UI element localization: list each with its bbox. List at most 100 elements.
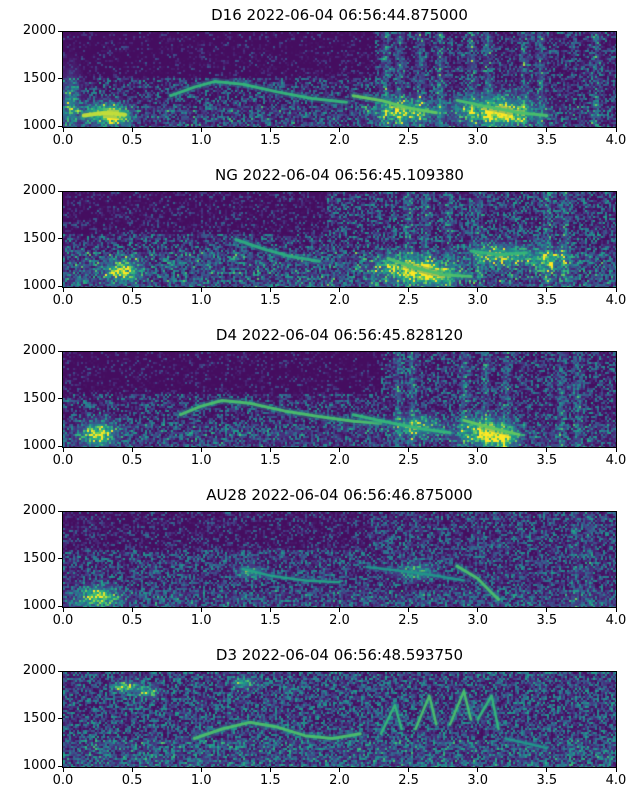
x-tick-label: 1.0	[190, 453, 212, 468]
x-tick-mark	[408, 768, 410, 772]
x-tick-mark	[546, 608, 548, 612]
y-tick-label: 2000	[22, 23, 56, 38]
x-tick-mark	[62, 768, 64, 772]
x-tick-label: 1.0	[190, 613, 212, 628]
x-tick-label: 4.0	[605, 133, 627, 148]
x-tick-label: 3.5	[536, 773, 558, 788]
x-tick-mark	[200, 128, 202, 132]
x-tick-mark	[200, 448, 202, 452]
y-tick-mark	[58, 286, 62, 287]
x-tick-label: 3.0	[467, 453, 489, 468]
x-tick-label: 2.0	[329, 453, 350, 468]
x-tick-label: 0.0	[52, 133, 74, 148]
subplot-title: D4 2022-06-04 06:56:45.828120	[215, 326, 464, 344]
x-tick-mark	[546, 288, 548, 292]
x-tick-label: 2.0	[329, 133, 350, 148]
x-tick-label: 0.0	[52, 453, 74, 468]
y-tick-mark	[58, 78, 62, 79]
x-tick-mark	[269, 448, 271, 452]
x-tick-mark	[131, 128, 133, 132]
y-tick-label: 2000	[22, 343, 56, 358]
y-tick-label: 1500	[22, 710, 56, 726]
x-tick-mark	[131, 608, 133, 612]
x-tick-mark	[477, 608, 479, 612]
y-tick-label: 2000	[22, 663, 56, 678]
x-tick-label: 1.5	[260, 773, 281, 788]
x-tick-mark	[615, 608, 617, 612]
y-tick-mark	[58, 558, 62, 559]
x-tick-mark	[339, 288, 340, 292]
spectrogram-canvas	[63, 352, 616, 447]
x-tick-label: 0.5	[121, 613, 143, 628]
x-tick-mark	[131, 768, 133, 772]
x-tick-mark	[546, 768, 548, 772]
x-tick-label: 1.0	[190, 293, 212, 308]
x-tick-mark	[62, 288, 64, 292]
x-tick-mark	[62, 128, 64, 132]
y-tick-mark	[58, 351, 62, 352]
x-tick-mark	[477, 288, 479, 292]
x-tick-mark	[477, 768, 479, 772]
x-tick-label: 1.0	[190, 133, 212, 148]
y-tick-mark	[58, 191, 62, 192]
x-tick-mark	[615, 448, 617, 452]
subplot: D16 2022-06-04 06:56:44.875000 2000 1500 10…	[0, 0, 640, 160]
x-tick-mark	[477, 128, 479, 132]
x-tick-label: 3.5	[536, 613, 558, 628]
plot-area	[62, 511, 617, 608]
x-tick-mark	[615, 768, 617, 772]
y-tick-label: 2000	[22, 183, 56, 198]
x-tick-mark	[615, 128, 617, 132]
x-tick-label: 4.0	[605, 773, 627, 788]
x-tick-mark	[408, 288, 410, 292]
x-tick-label: 1.5	[260, 613, 281, 628]
x-tick-label: 0.5	[121, 773, 143, 788]
y-tick-mark	[58, 398, 62, 399]
spectrogram-canvas	[63, 672, 616, 767]
subplot: NG 2022-06-04 06:56:45.109380 2000 1500 100…	[0, 160, 640, 320]
x-tick-label: 2.5	[398, 453, 419, 468]
x-tick-label: 4.0	[605, 453, 627, 468]
x-tick-label: 2.5	[398, 613, 419, 628]
y-tick-label: 1500	[22, 70, 56, 86]
plot-area	[62, 671, 617, 768]
x-tick-mark	[339, 768, 340, 772]
x-tick-mark	[200, 768, 202, 772]
x-tick-label: 1.5	[260, 133, 281, 148]
x-tick-label: 2.0	[329, 773, 350, 788]
y-tick-label: 1000	[22, 438, 56, 453]
spectrogram-canvas	[63, 512, 616, 607]
x-tick-label: 4.0	[605, 293, 627, 308]
x-tick-label: 2.0	[329, 613, 350, 628]
x-tick-label: 4.0	[605, 613, 627, 628]
x-tick-label: 3.0	[467, 133, 489, 148]
y-tick-mark	[58, 511, 62, 512]
y-tick-mark	[58, 446, 62, 447]
plot-area	[62, 31, 617, 128]
subplot: D3 2022-06-04 06:56:48.593750 2000 1500 100…	[0, 640, 640, 800]
y-tick-mark	[58, 606, 62, 607]
x-tick-label: 3.0	[467, 773, 489, 788]
subplot: AU28 2022-06-04 06:56:46.875000 2000 1500 1…	[0, 480, 640, 640]
x-tick-label: 1.0	[190, 773, 212, 788]
x-tick-mark	[339, 128, 340, 132]
x-tick-label: 0.5	[121, 293, 143, 308]
x-tick-label: 2.5	[398, 133, 419, 148]
y-tick-mark	[58, 31, 62, 32]
subplot: D4 2022-06-04 06:56:45.828120 2000 1500 100…	[0, 320, 640, 480]
x-tick-label: 0.5	[121, 133, 143, 148]
y-tick-mark	[58, 671, 62, 672]
y-tick-label: 1500	[22, 390, 56, 406]
x-tick-mark	[62, 448, 64, 452]
subplot-title: AU28 2022-06-04 06:56:46.875000	[206, 486, 473, 504]
subplot-title: D3 2022-06-04 06:56:48.593750	[215, 646, 464, 664]
x-tick-label: 3.5	[536, 293, 558, 308]
x-tick-label: 0.0	[52, 293, 74, 308]
x-tick-label: 2.0	[329, 293, 350, 308]
x-tick-label: 3.0	[467, 613, 489, 628]
x-tick-mark	[269, 608, 271, 612]
x-tick-mark	[62, 608, 64, 612]
spectrogram-canvas	[63, 192, 616, 287]
y-tick-label: 2000	[22, 503, 56, 518]
y-tick-label: 1000	[22, 278, 56, 293]
